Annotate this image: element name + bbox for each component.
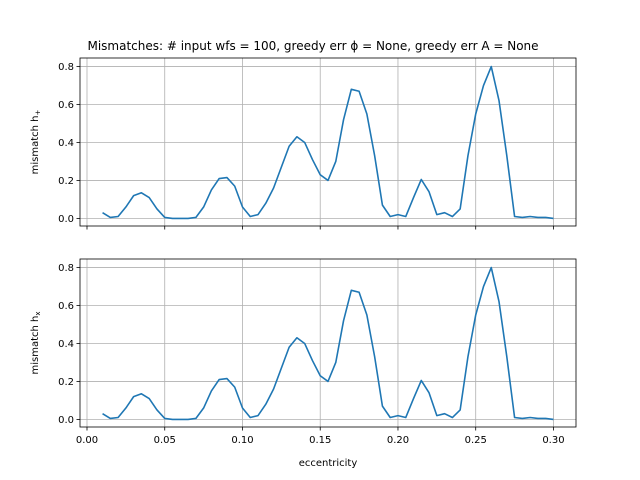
grid: [80, 58, 576, 226]
figure-title: Mismatches: # input wfs = 100, greedy er…: [87, 39, 538, 53]
x-tick-label-5: 0.25: [465, 435, 487, 446]
y-tick-label-0: 0.0: [58, 214, 74, 225]
y-tick-label-2: 0.4: [58, 138, 74, 149]
axes-frame: [79, 57, 577, 227]
series-line-1: [102, 266, 554, 421]
x-tick-label-0: 0.00: [76, 435, 98, 446]
y-axis-label: mismatch h+: [30, 110, 42, 175]
y-tick-label-1: 0.2: [58, 176, 74, 187]
y-tick-label-3: 0.6: [58, 301, 74, 312]
y-tick-label-1: 0.2: [58, 377, 74, 388]
y-tick-label-2: 0.4: [58, 339, 74, 350]
series-line-1: [102, 65, 554, 220]
x-tick-label-6: 0.30: [542, 435, 564, 446]
y-axis-label: mismatch hx: [30, 311, 42, 374]
x-tick-label-4: 0.20: [387, 435, 409, 446]
x-tick-label-1: 0.05: [154, 435, 176, 446]
subplot-1: 0.0 0.2 0.4 0.6 0.8 mismatch h+: [30, 57, 577, 230]
subplot-2: 0.00 0.05 0.10 0.15 0.20 0.25 0.30 0.0 0.2 0.4 0.6…: [30, 258, 577, 469]
x-tick-label-2: 0.10: [231, 435, 253, 446]
x-tick-label-3: 0.15: [309, 435, 331, 446]
axes-frame: [79, 258, 577, 428]
x-axis-label: eccentricity: [299, 458, 358, 469]
y-tick-label-4: 0.8: [58, 62, 74, 73]
y-tick-label-4: 0.8: [58, 263, 74, 274]
y-tick-label-3: 0.6: [58, 100, 74, 111]
y-tick-label-0: 0.0: [58, 415, 74, 426]
